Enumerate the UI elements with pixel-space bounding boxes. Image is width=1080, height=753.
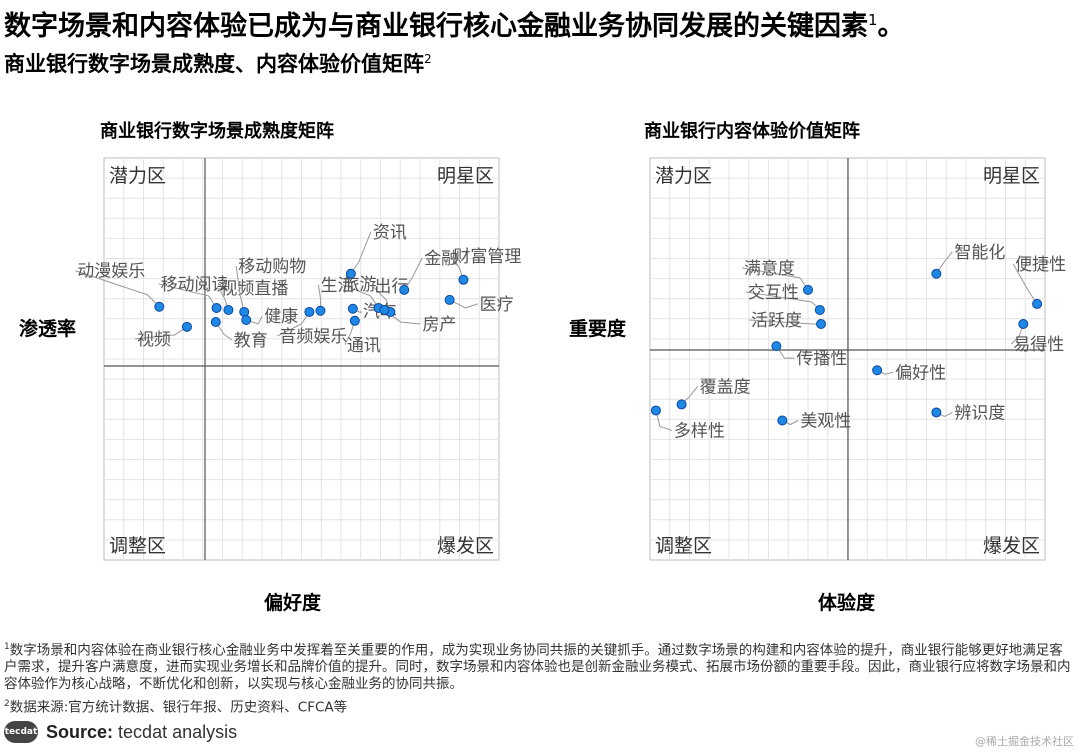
data-point xyxy=(239,306,250,317)
data-point xyxy=(304,306,315,317)
point-label: 移动阅读 xyxy=(161,275,229,295)
watermark: @稀土掘金技术社区 xyxy=(975,735,1074,748)
page-subtitle-footnote-marker: 2 xyxy=(424,52,432,66)
right-chart-xlabel: 体验度 xyxy=(818,592,876,614)
footnote-1-text: 数字场景和内容体验在商业银行核心金融业务中发挥着至关重要的作用，成为实现业务协同… xyxy=(4,642,1071,692)
point-label: 旅游 xyxy=(343,275,377,295)
data-point xyxy=(771,341,782,352)
point-label: 视频 xyxy=(137,330,171,350)
source-text: Source: tecdat analysis xyxy=(46,722,237,743)
footnote-1: 1数字场景和内容体验在商业银行核心金融业务中发挥着至关重要的作用，成为实现业务协… xyxy=(4,639,1076,692)
point-label: 交互性 xyxy=(748,283,799,303)
data-point xyxy=(379,304,390,315)
point-label: 覆盖度 xyxy=(700,377,751,397)
point-label: 满意度 xyxy=(744,259,795,279)
source-value: tecdat analysis xyxy=(118,721,238,742)
quadrant-label-bottom-left: 调整区 xyxy=(655,535,712,557)
data-point xyxy=(814,304,825,315)
leader-line xyxy=(75,270,160,308)
page-subtitle-text: 商业银行数字场景成熟度、内容体验价值矩阵 xyxy=(4,52,424,76)
point-label: 美观性 xyxy=(800,412,851,432)
page-subtitle: 商业银行数字场景成熟度、内容体验价值矩阵2 xyxy=(4,48,432,78)
data-point xyxy=(211,302,222,313)
point-label: 易得性 xyxy=(1013,335,1064,355)
point-label: 便捷性 xyxy=(1015,255,1066,275)
leader-line xyxy=(655,410,673,431)
data-point xyxy=(241,315,252,326)
left-chart-ylabel: 渗透率 xyxy=(19,318,77,340)
point-label: 视频直播 xyxy=(220,279,288,299)
quadrant-label-bottom-right: 爆发区 xyxy=(437,535,494,557)
point-label: 音频娱乐 xyxy=(279,327,347,347)
page-title: 数字场景和内容体验已成为与商业银行核心金融业务协同发展的关键因素1。 xyxy=(4,4,905,43)
point-label: 教育 xyxy=(234,331,268,351)
data-point xyxy=(1032,298,1043,309)
point-label: 偏好性 xyxy=(895,363,946,383)
data-point xyxy=(816,319,827,330)
data-point xyxy=(1018,319,1029,330)
footnote-2-marker: 2 xyxy=(4,699,10,709)
tecdat-logo: tecdat xyxy=(4,721,38,743)
quadrant-label-bottom-left: 调整区 xyxy=(109,535,166,557)
page-title-text: 数字场景和内容体验已成为与商业银行核心金融业务协同发展的关键因素 xyxy=(4,11,868,42)
point-label: 房产 xyxy=(422,315,456,335)
right-chart-ylabel: 重要度 xyxy=(569,318,627,340)
leader-line xyxy=(235,265,245,313)
footnote-2: 2数据来源:官方统计数据、银行年报、历史资料、CFCA等 xyxy=(4,696,347,716)
data-point xyxy=(223,304,234,315)
data-point xyxy=(347,303,358,314)
quadrant-label-bottom-right: 爆发区 xyxy=(983,535,1040,557)
data-point xyxy=(803,284,813,295)
point-label: 健康 xyxy=(264,307,298,327)
data-point xyxy=(154,301,165,312)
point-label: 通讯 xyxy=(347,336,381,356)
right-chart-title: 商业银行内容体验价值矩阵 xyxy=(644,121,860,142)
data-point xyxy=(345,268,356,279)
quadrant-label-top-left: 潜力区 xyxy=(109,165,166,187)
point-label: 传播性 xyxy=(796,349,847,369)
data-point xyxy=(872,365,883,376)
data-point xyxy=(399,284,410,295)
quadrant-label-top-right: 明星区 xyxy=(983,165,1040,187)
page-title-end: 。 xyxy=(877,11,905,42)
data-point xyxy=(210,317,221,328)
data-point xyxy=(458,274,469,285)
footnote-1-marker: 1 xyxy=(4,642,10,652)
point-label: 资讯 xyxy=(373,223,407,243)
data-point xyxy=(777,415,788,426)
left-chart-xlabel: 偏好度 xyxy=(264,592,322,614)
point-label: 活跃度 xyxy=(751,311,802,331)
left-chart-title: 商业银行数字场景成熟度矩阵 xyxy=(100,121,334,142)
point-label: 辨识度 xyxy=(954,403,1005,423)
point-label: 多样性 xyxy=(674,421,725,441)
data-point xyxy=(931,407,942,418)
page-title-footnote-marker: 1 xyxy=(868,11,878,29)
data-point xyxy=(349,315,360,326)
point-label: 移动购物 xyxy=(238,257,306,277)
data-point xyxy=(650,405,661,416)
point-label: 金融 xyxy=(424,249,458,269)
data-point xyxy=(181,321,192,332)
source-line: tecdat Source: tecdat analysis xyxy=(4,721,237,743)
data-point xyxy=(444,294,455,305)
data-point xyxy=(315,305,326,316)
point-label: 智能化 xyxy=(954,243,1005,263)
data-point xyxy=(931,268,942,279)
data-point xyxy=(676,399,687,410)
footnote-2-text: 数据来源:官方统计数据、银行年报、历史资料、CFCA等 xyxy=(9,699,348,716)
leader-line xyxy=(449,299,478,309)
point-label: 医疗 xyxy=(480,295,514,315)
source-label: Source: xyxy=(46,721,114,742)
point-label: 财富管理 xyxy=(453,247,521,267)
quadrant-label-top-left: 潜力区 xyxy=(655,165,712,187)
point-label: 动漫娱乐 xyxy=(77,262,145,282)
point-label: 生活 xyxy=(320,276,354,296)
quadrant-label-top-right: 明星区 xyxy=(437,165,494,187)
